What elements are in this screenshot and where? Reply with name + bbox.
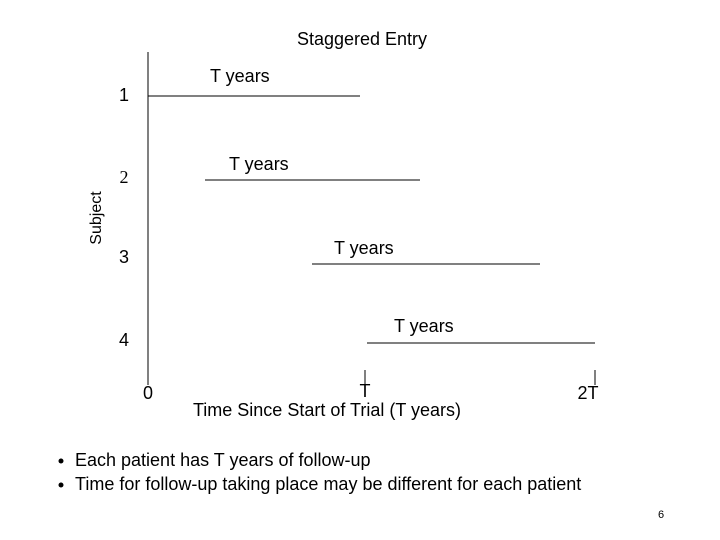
x-tick-label: 2T bbox=[577, 383, 598, 403]
y-axis-label: Subject bbox=[88, 191, 105, 245]
subject-label: 1 bbox=[119, 85, 129, 105]
span-label: T years bbox=[334, 238, 394, 258]
x-axis-label: Time Since Start of Trial (T years) bbox=[193, 400, 461, 420]
title: Staggered Entry bbox=[297, 29, 427, 49]
x-tick-label: 0 bbox=[143, 383, 153, 403]
bullet-dot bbox=[58, 458, 64, 464]
span-label: T years bbox=[210, 66, 270, 86]
span-label: T years bbox=[394, 316, 454, 336]
page-number: 6 bbox=[658, 509, 664, 521]
x-tick-label: T bbox=[360, 381, 371, 401]
subject-label: 2 bbox=[120, 167, 129, 187]
bullet-text: Time for follow-up taking place may be d… bbox=[75, 474, 581, 494]
bullet-dot bbox=[58, 482, 64, 488]
bullet-text: Each patient has T years of follow-up bbox=[75, 450, 371, 470]
subject-label: 4 bbox=[119, 330, 129, 350]
span-label: T years bbox=[229, 154, 289, 174]
subject-label: 3 bbox=[119, 247, 129, 267]
